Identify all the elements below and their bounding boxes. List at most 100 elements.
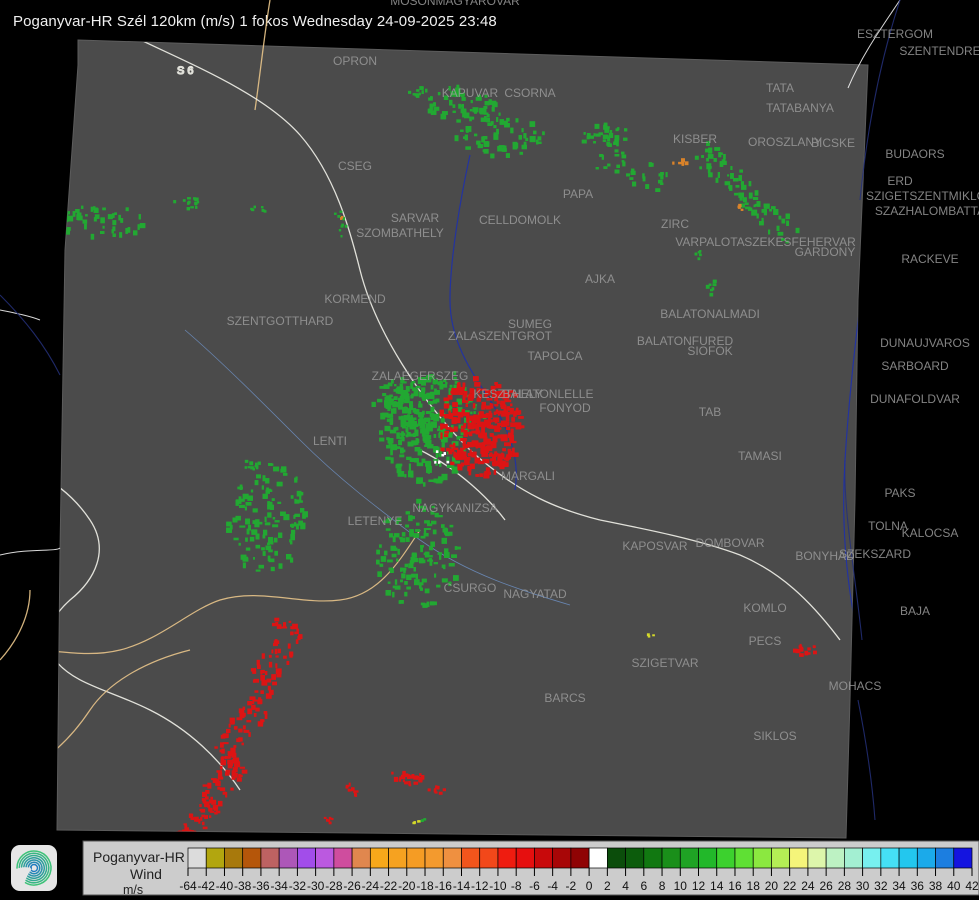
svg-text:-18: -18: [416, 879, 434, 893]
svg-text:18: 18: [747, 879, 761, 893]
svg-text:-8: -8: [511, 879, 522, 893]
svg-text:CSEG: CSEG: [338, 159, 372, 173]
svg-text:MARGALI: MARGALI: [501, 469, 555, 483]
svg-text:-16: -16: [435, 879, 453, 893]
svg-text:8: 8: [659, 879, 666, 893]
svg-text:-64: -64: [179, 879, 197, 893]
svg-text:-36: -36: [252, 879, 270, 893]
svg-text:BICSKE: BICSKE: [811, 136, 855, 150]
svg-text:-42: -42: [198, 879, 216, 893]
svg-text:-32: -32: [289, 879, 307, 893]
svg-text:NAGYATAD: NAGYATAD: [503, 587, 567, 601]
svg-text:24: 24: [801, 879, 815, 893]
svg-text:-10: -10: [489, 879, 507, 893]
svg-text:-28: -28: [325, 879, 343, 893]
svg-text:VARPALOTA: VARPALOTA: [675, 235, 744, 249]
svg-text:ESZTERGOM: ESZTERGOM: [857, 27, 933, 41]
svg-text:SIOFOK: SIOFOK: [687, 344, 732, 358]
svg-text:-4: -4: [547, 879, 558, 893]
svg-text:34: 34: [892, 879, 906, 893]
svg-text:Poganyvar-HR: Poganyvar-HR: [93, 849, 185, 865]
svg-text:MOHACS: MOHACS: [829, 679, 882, 693]
svg-text:TATA: TATA: [766, 81, 794, 95]
svg-text:ERD: ERD: [887, 174, 913, 188]
svg-text:20: 20: [765, 879, 779, 893]
svg-text:4: 4: [622, 879, 629, 893]
svg-text:-14: -14: [453, 879, 471, 893]
svg-text:TATABANYA: TATABANYA: [766, 101, 834, 115]
svg-text:SIKLOS: SIKLOS: [753, 729, 796, 743]
svg-text:DUNAUJVAROS: DUNAUJVAROS: [880, 336, 970, 350]
svg-text:-40: -40: [216, 879, 234, 893]
svg-text:32: 32: [874, 879, 888, 893]
svg-text:ZALASZENTGROT: ZALASZENTGROT: [448, 329, 553, 343]
svg-text:BALATONLELLE: BALATONLELLE: [503, 387, 594, 401]
svg-text:SZOMBATHELY: SZOMBATHELY: [356, 226, 444, 240]
svg-text:CELLDOMOLK: CELLDOMOLK: [479, 213, 561, 227]
svg-text:MOSONMAGYAROVAR: MOSONMAGYAROVAR: [390, 0, 520, 8]
svg-text:Wind: Wind: [130, 866, 162, 882]
svg-text:KORMEND: KORMEND: [324, 292, 386, 306]
svg-text:KAPUVAR: KAPUVAR: [442, 86, 499, 100]
svg-text:6: 6: [640, 879, 647, 893]
svg-text:PAKS: PAKS: [884, 486, 915, 500]
svg-text:40: 40: [947, 879, 961, 893]
svg-text:36: 36: [911, 879, 925, 893]
svg-text:CSORNA: CSORNA: [504, 86, 555, 100]
svg-text:DOMBOVAR: DOMBOVAR: [695, 536, 764, 550]
svg-text:-24: -24: [362, 879, 380, 893]
svg-text:-2: -2: [566, 879, 577, 893]
svg-text:-12: -12: [471, 879, 489, 893]
svg-text:PECS: PECS: [749, 634, 782, 648]
svg-text:42: 42: [965, 879, 979, 893]
svg-text:SARBOARD: SARBOARD: [881, 359, 949, 373]
svg-text:LENTI: LENTI: [313, 434, 347, 448]
svg-text:KOMLO: KOMLO: [743, 601, 786, 615]
svg-text:0: 0: [586, 879, 593, 893]
svg-text:SZENTGOTTHARD: SZENTGOTTHARD: [227, 314, 334, 328]
svg-text:KAPOSVAR: KAPOSVAR: [622, 539, 687, 553]
svg-text:FONYOD: FONYOD: [539, 401, 591, 415]
svg-text:16: 16: [728, 879, 742, 893]
svg-text:-30: -30: [307, 879, 325, 893]
svg-text:10: 10: [674, 879, 688, 893]
svg-text:BALATONALMADI: BALATONALMADI: [660, 307, 760, 321]
svg-text:CSURGO: CSURGO: [444, 581, 497, 595]
svg-text:TAPOLCA: TAPOLCA: [527, 349, 582, 363]
svg-text:SARVAR: SARVAR: [391, 211, 440, 225]
svg-text:12: 12: [692, 879, 706, 893]
svg-text:-22: -22: [380, 879, 398, 893]
svg-text:-34: -34: [270, 879, 288, 893]
svg-text:38: 38: [929, 879, 943, 893]
svg-text:SZENTENDRE: SZENTENDRE: [899, 44, 979, 58]
svg-text:NAGYKANIZSA: NAGYKANIZSA: [412, 501, 497, 515]
svg-text:AJKA: AJKA: [585, 272, 615, 286]
svg-text:ZALAEGERSZEG: ZALAEGERSZEG: [372, 369, 469, 383]
svg-text:2: 2: [604, 879, 611, 893]
svg-text:m/s: m/s: [123, 883, 143, 897]
svg-text:28: 28: [838, 879, 852, 893]
svg-text:ZIRC: ZIRC: [661, 217, 689, 231]
svg-text:SZIGETVAR: SZIGETVAR: [631, 656, 698, 670]
svg-text:DUNAFOLDVAR: DUNAFOLDVAR: [870, 392, 960, 406]
svg-text:BAJA: BAJA: [900, 604, 930, 618]
svg-text:BUDAORS: BUDAORS: [885, 147, 944, 161]
svg-text:TAMASI: TAMASI: [738, 449, 782, 463]
svg-text:KALOCSA: KALOCSA: [902, 526, 959, 540]
svg-text:-38: -38: [234, 879, 252, 893]
svg-text:SZEKSZARD: SZEKSZARD: [839, 547, 911, 561]
svg-text:14: 14: [710, 879, 724, 893]
svg-text:26: 26: [819, 879, 833, 893]
svg-text:LETENYE: LETENYE: [348, 514, 403, 528]
svg-text:PAPA: PAPA: [563, 187, 593, 201]
svg-text:GARDONY: GARDONY: [795, 245, 856, 259]
svg-text:-20: -20: [398, 879, 416, 893]
svg-text:22: 22: [783, 879, 797, 893]
svg-text:SZIGETSZENTMIKLOS: SZIGETSZENTMIKLOS: [866, 189, 979, 203]
svg-text:BARCS: BARCS: [544, 691, 585, 705]
svg-text:30: 30: [856, 879, 870, 893]
svg-text:-6: -6: [529, 879, 540, 893]
svg-text:OPRON: OPRON: [333, 54, 377, 68]
svg-text:-26: -26: [343, 879, 361, 893]
svg-text:KISBER: KISBER: [673, 132, 717, 146]
